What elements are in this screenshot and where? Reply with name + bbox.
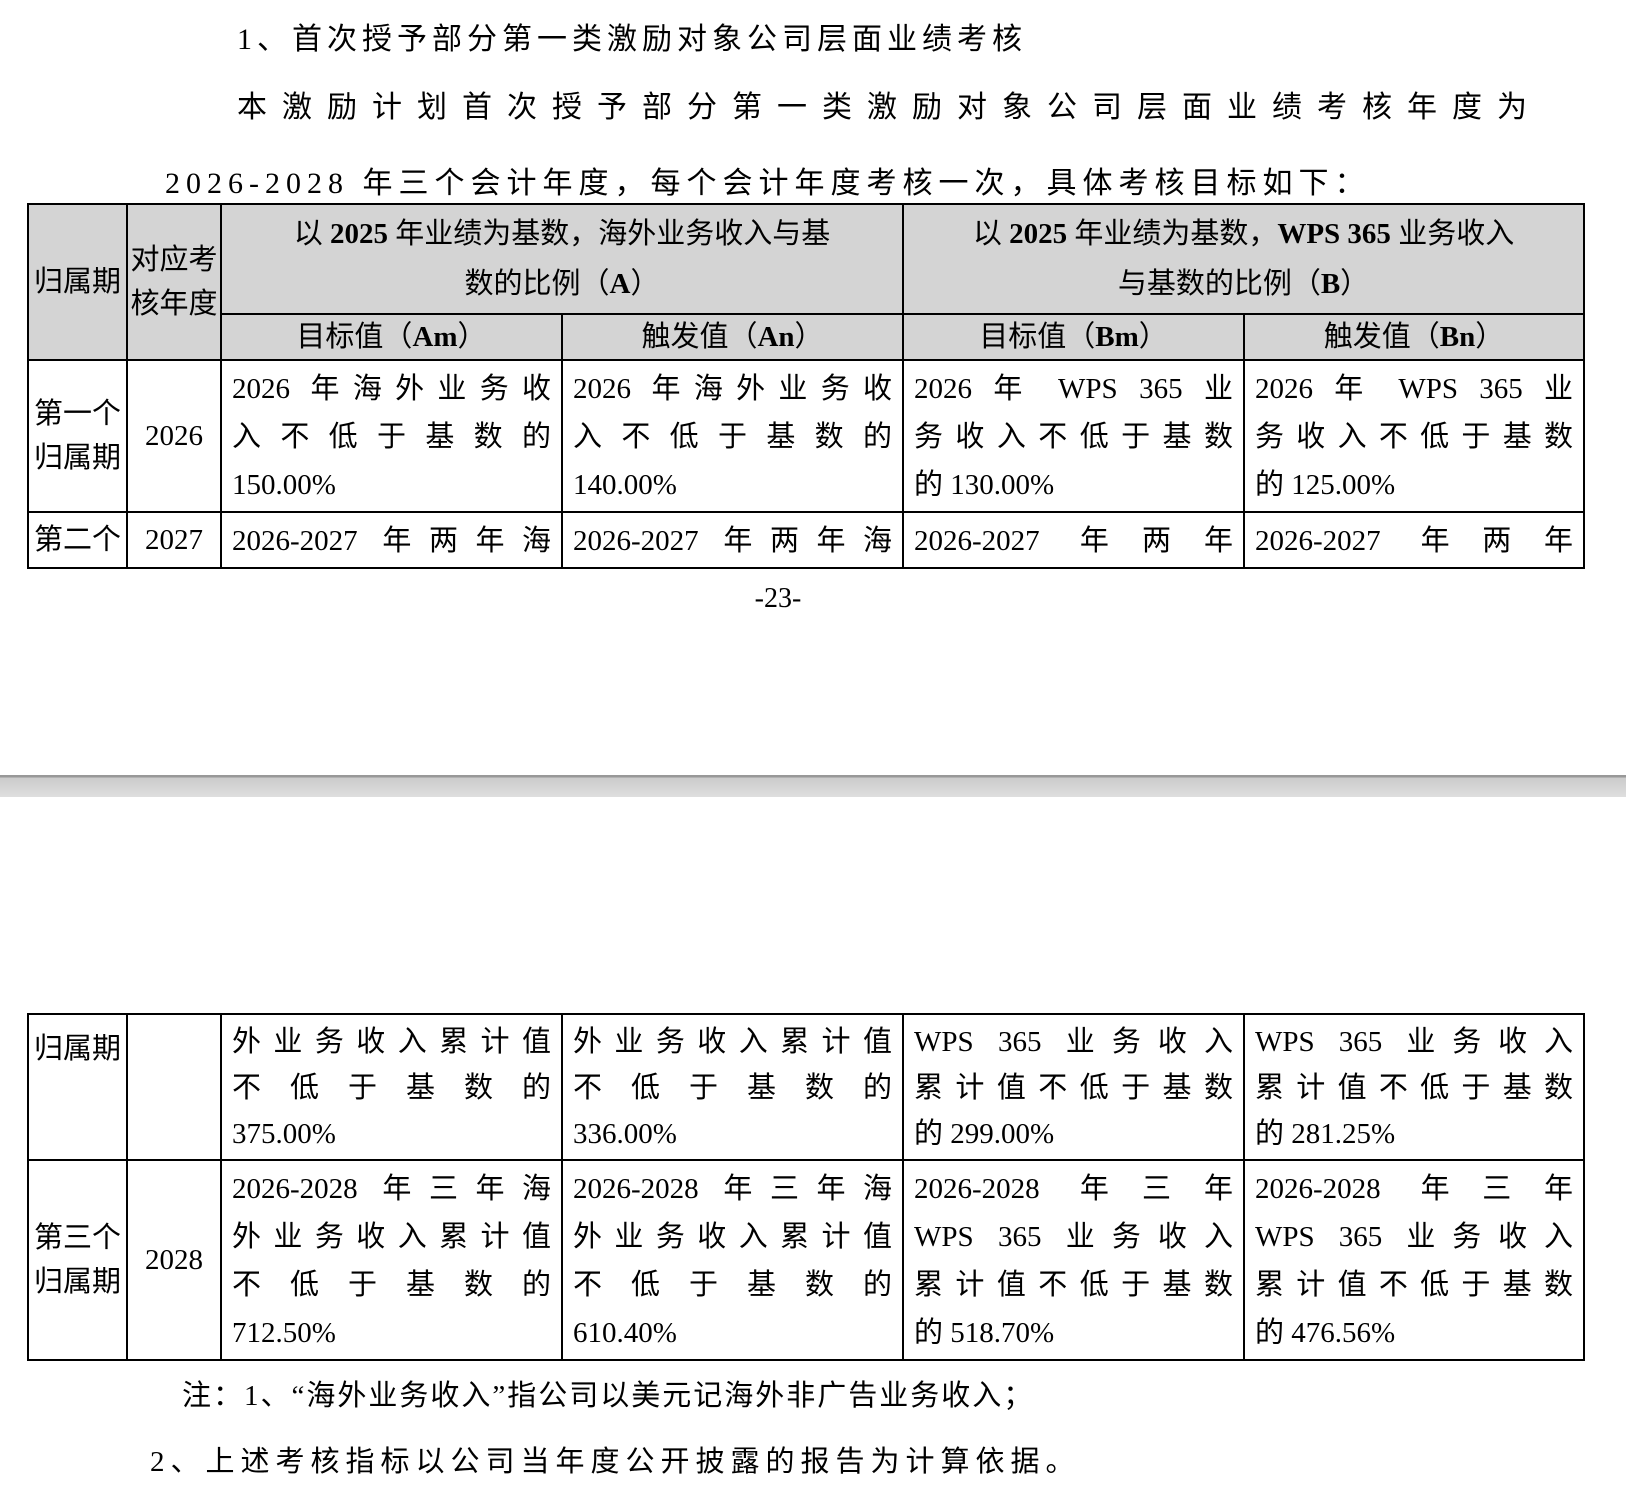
cell-period-1: 第一个 归属期 — [27, 359, 128, 513]
cell-period-3: 第三个 归属期 — [27, 1159, 128, 1361]
cell-year-empty — [126, 1013, 222, 1161]
table-row-vesting-period-1: 第一个 归属期 2026 2026 年海外业务收 入不低于基数的 150.00%… — [27, 359, 1586, 513]
performance-table-page2: 归属期 外业务收入累计值 不低于基数的 375.00% 外业务收入累计值 不低于… — [27, 1013, 1585, 1361]
header-trigger-an: 触发值（An） — [561, 313, 904, 361]
cell-target-bm-2026: 2026 年 WPS 365 业 务收入不低于基数 的 130.00% — [902, 359, 1245, 513]
cell-year-2028: 2028 — [126, 1159, 222, 1361]
header-target-am: 目标值（Am） — [220, 313, 563, 361]
note-1: 注：1、“海外业务收入”指公司以美元记海外非广告业务收入； — [182, 1380, 1035, 1412]
cell-year-2026: 2026 — [126, 359, 222, 513]
cell-year-2027: 2027 — [126, 511, 222, 569]
cell-target-am-2027-partial: 2026-2027 年两年海 — [220, 511, 563, 569]
cell-trigger-an-2027-partial: 2026-2027 年两年海 — [561, 511, 904, 569]
header-assessment-year-line2: 核年度 — [130, 288, 218, 320]
cell-trigger-bn-2026: 2026 年 WPS 365 业 务收入不低于基数 的 125.00% — [1242, 359, 1586, 513]
header-target-bm: 目标值（Bm） — [902, 313, 1245, 361]
header-group-b-wps365-revenue: 以 2025 年业绩为基数，WPS 365 业务收入 与基数的比例（B） — [901, 203, 1586, 315]
cell-trigger-an-2027-continued: 外业务收入累计值 不低于基数的 336.00% — [561, 1013, 904, 1161]
header-trigger-bn: 触发值（Bn） — [1242, 313, 1586, 361]
body-paragraph-line-2: 2026-2028 年三个会计年度，每个会计年度考核一次，具体考核目标如下： — [165, 167, 1371, 200]
header-assessment-year: 对应考 核年度 — [126, 203, 222, 361]
header-period: 归属期 — [27, 203, 128, 361]
cell-target-bm-2027-continued: WPS 365 业务收入 累计值不低于基数 的 299.00% — [902, 1013, 1245, 1161]
table-row-vesting-period-2-continued: 归属期 外业务收入累计值 不低于基数的 375.00% 外业务收入累计值 不低于… — [27, 1013, 1585, 1161]
cell-trigger-bn-2027-partial: 2026-2027 年两年 — [1242, 511, 1586, 569]
cell-trigger-bn-2027-continued: WPS 365 业务收入 累计值不低于基数 的 281.25% — [1243, 1013, 1585, 1161]
header-group-a-overseas-revenue: 以 2025 年业绩为基数，海外业务收入与基 数的比例（A） — [220, 203, 904, 315]
table-row-vesting-period-2-partial: 第二个 2027 2026-2027 年两年海 2026-2027 年两年海 2… — [27, 511, 1586, 569]
cell-target-bm-2027-partial: 2026-2027 年两年 — [902, 511, 1245, 569]
performance-table-page1: 归属期 对应考 核年度 以 2025 年业绩为基数，海外业务收入与基 数的比例（… — [27, 203, 1586, 569]
table-row-vesting-period-3: 第三个 归属期 2028 2026-2028 年三年海 外业务收入累计值 不低于… — [27, 1159, 1585, 1361]
cell-trigger-bn-2028: 2026-2028 年三年 WPS 365 业务收入 累计值不低于基数 的 47… — [1243, 1159, 1585, 1361]
note-2: 2、上述考核指标以公司当年度公开披露的报告为计算依据。 — [150, 1446, 1081, 1478]
cell-target-am-2027-continued: 外业务收入累计值 不低于基数的 375.00% — [220, 1013, 563, 1161]
header-assessment-year-line1: 对应考 — [130, 244, 218, 276]
cell-trigger-an-2026: 2026 年海外业务收 入不低于基数的 140.00% — [561, 359, 904, 513]
page-separator — [0, 775, 1626, 797]
cell-period-2: 第二个 — [27, 511, 128, 569]
page-number: -23- — [754, 583, 802, 614]
cell-trigger-an-2028: 2026-2028 年三年海 外业务收入累计值 不低于基数的 610.40% — [561, 1159, 904, 1361]
section-heading: 1、首次授予部分第一类激励对象公司层面业绩考核 — [237, 23, 1027, 56]
cell-target-am-2028: 2026-2028 年三年海 外业务收入累计值 不低于基数的 712.50% — [220, 1159, 563, 1361]
cell-period-2-continued: 归属期 — [27, 1013, 128, 1161]
body-paragraph-line-1: 本激励计划首次授予部分第一类激励对象公司层面业绩考核年度为 — [237, 91, 1542, 124]
cell-target-bm-2028: 2026-2028 年三年 WPS 365 业务收入 累计值不低于基数 的 51… — [902, 1159, 1245, 1361]
cell-target-am-2026: 2026 年海外业务收 入不低于基数的 150.00% — [220, 359, 563, 513]
